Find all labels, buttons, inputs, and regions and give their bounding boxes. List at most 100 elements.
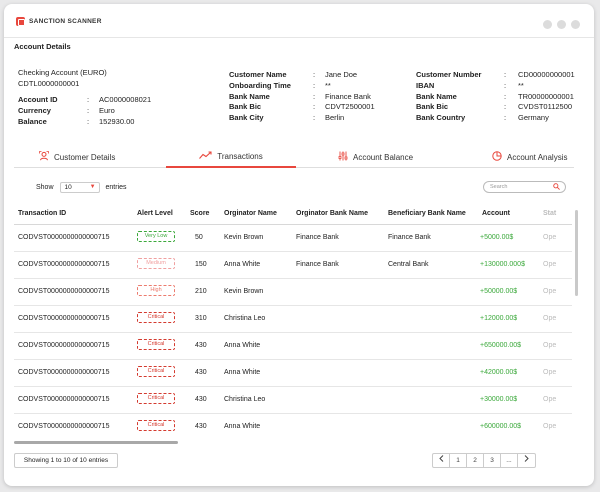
score-cell: 430 <box>195 342 207 349</box>
window-controls <box>543 20 580 29</box>
score-cell: 430 <box>195 423 207 430</box>
page-button[interactable]: 1 <box>450 454 467 467</box>
amount-cell: +600000.00$ <box>480 423 522 430</box>
column-header[interactable]: Account <box>482 210 510 217</box>
tab-bar: Customer Details Transactions Account Ba… <box>14 146 574 168</box>
bank-city-value: Berlin <box>325 113 345 123</box>
customer-info: Customer Name: Jane Doe Onboarding Time: *… <box>229 70 375 124</box>
customer-number-value: CD00000000001 <box>518 70 575 79</box>
column-header[interactable]: Orginator Bank Name <box>296 210 368 217</box>
originator-name-cell: Anna White <box>224 423 261 430</box>
transaction-id-cell: CODVST0000000000000715 <box>18 342 110 349</box>
alert-level-badge: Medium <box>137 258 175 269</box>
table-row[interactable]: CODVST0000000000000715 50 Kevin Brown Finan… <box>14 225 572 252</box>
chart-line-icon <box>199 150 212 162</box>
search-icon[interactable] <box>553 183 560 194</box>
entries-select[interactable]: 10 ▼ <box>59 182 100 193</box>
table-row[interactable]: CODVST0000000000000715 150 Anna White Finan… <box>14 252 572 279</box>
bank-name-label: Bank Name <box>416 91 457 101</box>
colon: : <box>86 116 90 126</box>
status-cell: Ope <box>543 369 557 376</box>
entries-value: 10 <box>64 184 72 191</box>
amount-cell: +5000.00$ <box>480 234 514 241</box>
status-cell: Ope <box>543 234 557 241</box>
originator-name-cell: Anna White <box>224 261 261 268</box>
search-input[interactable]: Search <box>483 181 566 193</box>
window-dot-icon[interactable] <box>543 20 552 29</box>
colon: : <box>503 80 507 90</box>
column-header[interactable]: Orginator Name <box>224 210 277 217</box>
colon: : <box>86 105 90 115</box>
prev-page-icon[interactable] <box>433 454 450 467</box>
balance-value: 152930.00 <box>99 116 135 126</box>
score-cell: 150 <box>195 261 207 268</box>
score-cell: 430 <box>195 369 207 376</box>
vertical-scrollbar[interactable] <box>575 210 578 296</box>
amount-cell: +42000.00$ <box>480 369 518 376</box>
status-cell: Ope <box>543 342 557 349</box>
page-ellipsis: ... <box>501 454 518 467</box>
originator-name-cell: Anna White <box>224 342 261 349</box>
column-header[interactable]: Alert Level <box>137 210 173 217</box>
colon: : <box>312 80 316 90</box>
account-code: CDTL0000000001 <box>18 78 80 88</box>
alert-level-badge: Critical <box>137 420 175 431</box>
table-row[interactable]: CODVST0000000000000715 430 Christina Leo +3… <box>14 387 572 414</box>
page-title: Account Details <box>14 42 71 51</box>
column-header[interactable]: Transaction ID <box>18 210 67 217</box>
table-row[interactable]: CODVST0000000000000715 430 Anna White +4200… <box>14 360 572 387</box>
page-button[interactable]: 3 <box>484 454 501 467</box>
column-header[interactable]: Score <box>190 210 210 217</box>
transaction-id-cell: CODVST0000000000000715 <box>18 261 110 268</box>
beneficiary-bank-cell: Central Bank <box>388 261 429 268</box>
horizontal-scrollbar[interactable] <box>14 441 178 444</box>
showing-entries: Showing 1 to 10 of 10 entries <box>14 453 118 468</box>
table-row[interactable]: CODVST0000000000000715 310 Christina Leo +1… <box>14 306 572 333</box>
sliders-icon <box>338 151 348 163</box>
window-dot-icon[interactable] <box>571 20 580 29</box>
tab-account-balance[interactable]: Account Balance <box>338 146 413 168</box>
account-summary: Checking Account (EURO) CDTL0000000001 <box>18 68 107 90</box>
column-header[interactable]: Beneficiary Bank Name <box>388 210 466 217</box>
transaction-id-cell: CODVST0000000000000715 <box>18 288 110 295</box>
pagination: 1 2 3 ... <box>432 453 536 468</box>
tab-label: Account Balance <box>353 152 414 162</box>
column-header[interactable]: Stat <box>543 210 557 217</box>
user-icon <box>39 151 49 163</box>
account-fields: Account ID: AC0000008021 Currency: Euro Ba… <box>18 95 151 127</box>
table-row[interactable]: CODVST0000000000000715 210 Kevin Brown +500… <box>14 279 572 306</box>
originator-name-cell: Kevin Brown <box>224 288 264 295</box>
tab-label: Account Analysis <box>507 152 568 162</box>
table-row[interactable]: CODVST0000000000000715 430 Anna White +6500… <box>14 333 572 360</box>
entries-control: Show 10 ▼ entries <box>36 182 127 193</box>
tab-label: Customer Details <box>54 152 116 162</box>
title-bar: SANCTION SCANNER <box>4 4 594 38</box>
next-page-icon[interactable] <box>518 454 535 467</box>
customer-name-value: Jane Doe <box>325 70 358 79</box>
alert-level-badge: Critical <box>137 393 175 404</box>
bank-name-value: Finance Bank <box>325 91 371 101</box>
search-placeholder: Search <box>490 184 508 190</box>
table-row[interactable]: CODVST0000000000000715 430 Anna White +6000… <box>14 414 572 439</box>
bank-bic-value: CDVT2500001 <box>325 102 375 112</box>
table-header: Transaction ID Alert Level Score Orginat… <box>14 203 572 225</box>
brand-name: SANCTION SCANNER <box>29 18 102 25</box>
alert-level-badge: Critical <box>137 339 175 350</box>
tab-transactions[interactable]: Transactions <box>166 146 296 168</box>
originator-name-cell: Christina Leo <box>224 396 266 403</box>
colon: : <box>503 113 507 123</box>
tab-account-analysis[interactable]: Account Analysis <box>492 146 567 168</box>
currency-value: Euro <box>99 105 115 115</box>
customer-name-label: Customer Name <box>229 70 287 79</box>
account-id-value: AC0000008021 <box>99 95 152 104</box>
colon: : <box>312 91 316 101</box>
pie-chart-icon <box>492 151 502 163</box>
amount-cell: +50000.00$ <box>480 288 518 295</box>
bank-country-label: Bank Country <box>416 113 466 123</box>
window-dot-icon[interactable] <box>557 20 566 29</box>
alert-level-badge: High <box>137 285 175 296</box>
tab-customer-details[interactable]: Customer Details <box>39 146 115 168</box>
page-button[interactable]: 2 <box>467 454 484 467</box>
status-cell: Ope <box>543 261 557 268</box>
status-cell: Ope <box>543 396 557 403</box>
